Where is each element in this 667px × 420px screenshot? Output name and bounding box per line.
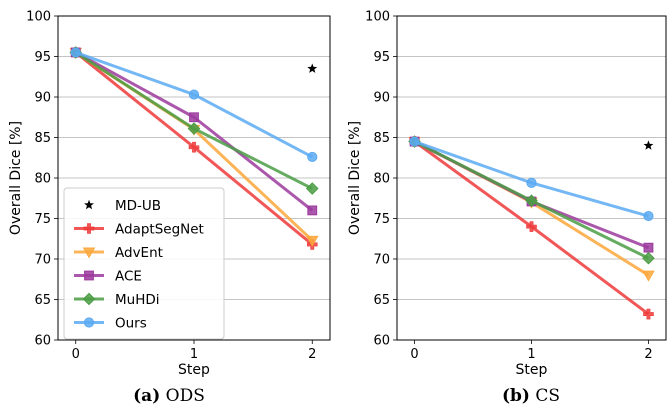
ods-point-ours-0 [70,47,81,58]
caption-cs-text: CS [535,386,561,406]
cs-point-muhdi-2 [642,251,655,265]
ods-legend-marker-md-ub [84,199,94,210]
cs-point-md-ub [643,140,654,150]
cs-y-tick-label-8: 100 [365,10,390,25]
ods-point-advent-2 [305,235,319,247]
chart-panel-cs: 60 65 70 75 80 85 90 95 100 0 1 2 Step Overall Dice [… [347,10,667,378]
caption-ods-tag: (a) [133,386,161,406]
ods-legend-label-ace: ACE [115,269,142,285]
cs-point-ours-1 [526,177,537,188]
caption-ods: (a) ODS [133,386,205,406]
cs-y-tick-label-1: 65 [373,293,390,308]
cs-point-ace-2 [643,242,654,253]
ods-y-tick-label-5: 85 [34,131,51,146]
chart-panel-ods: 60 65 70 75 80 85 90 95 100 0 1 2 Step Overall Dice [… [8,10,331,378]
ods-y-tick-label-7: 95 [34,50,51,65]
ods-y-axis-label: Overall Dice [%] [8,121,24,235]
cs-y-tick-label-4: 80 [373,172,390,187]
ods-x-tick-label-2: 2 [308,347,316,362]
ods-y-tick-label-1: 65 [34,293,51,308]
ods-legend-marker-adaptsegnet [83,223,95,234]
cs-point-advent-2 [642,270,655,282]
ods-legend-marker-muhdi [82,292,96,306]
ods-legend-entry-muhdi: MuHDi [74,292,160,308]
cs-axes-frame [396,15,667,341]
ods-point-muhdi-1 [187,122,201,135]
ods-legend-entry-adaptsegnet: AdaptSegNet [74,222,204,238]
ods-legend-entry-md-ub: MD-UB [84,198,161,214]
ods-legend-label-muhdi: MuHDi [115,292,160,308]
cs-y-tick-label-2: 70 [373,253,390,268]
ods-point-ace-2 [307,205,318,216]
ods-y-tick-label-8: 100 [26,10,51,25]
ods-legend-entry-ace: ACE [74,269,142,285]
cs-x-tick-label-2: 2 [644,347,652,362]
ods-legend-marker-ours [83,317,95,328]
ods-point-ace-1 [189,112,199,123]
ods-y-tick-label-3: 75 [34,212,51,227]
cs-point-adaptsegnet-2 [643,308,654,320]
cs-series-ours [409,136,654,222]
cs-x-axis-label: Step [516,362,548,378]
cs-point-ours-0 [409,136,420,147]
ods-point-ours-2 [307,151,318,163]
ods-point-adaptsegnet-1 [188,141,200,153]
ods-legend-entry-advent: AdvEnt [74,245,163,261]
ods-legend-label-md-ub: MD-UB [115,198,161,214]
cs-x-tick-label-1: 1 [527,347,535,362]
cs-point-adaptsegnet-1 [526,221,537,232]
cs-y-tick-label-5: 85 [373,131,390,146]
ods-legend-marker-advent [82,247,96,259]
cs-x-tick-label-0: 0 [410,347,418,362]
cs-series-muhdi [408,135,655,265]
ods-x-axis-label: Step [178,362,210,378]
cs-series-adaptsegnet [409,136,654,320]
ods-y-tick-label-0: 60 [34,334,51,349]
ods-point-md-ub [307,63,318,73]
caption-ods-text: ODS [165,386,205,406]
ods-point-ours-1 [188,89,200,100]
cs-point-ours-2 [643,210,654,222]
caption-cs: (b) CS [502,386,560,406]
cs-y-axis-label: Overall Dice [%] [347,121,363,235]
cs-point-muhdi-1 [525,194,538,207]
ods-y-tick-label-2: 70 [34,253,51,268]
ods-legend-label-advent: AdvEnt [115,245,163,261]
cs-y-tick-label-6: 90 [373,91,390,106]
ods-legend-label-ours: Ours [115,316,147,332]
ods-x-tick-label-1: 1 [190,347,198,362]
ods-series-ours [70,47,318,163]
ods-y-tick-label-4: 80 [34,172,51,187]
ods-point-muhdi-2 [305,182,319,195]
ods-axes-frame [57,15,331,341]
caption-cs-tag: (b) [501,386,530,406]
ods-line-ours [75,51,313,159]
ods-legend: MD-UB AdaptSegNet AdvEnt ACE MuHDi Ours [63,187,225,340]
ods-legend-marker-ace [84,270,94,281]
ods-legend-box [63,187,225,340]
ods-y-tick-label-6: 90 [34,91,51,106]
ods-legend-entry-ours: Ours [74,316,147,332]
ods-x-tick-label-0: 0 [72,347,80,362]
ods-legend-label-adaptsegnet: AdaptSegNet [115,222,204,238]
cs-y-tick-label-7: 95 [373,50,390,65]
cs-y-tick-label-3: 75 [373,212,390,227]
cs-y-tick-label-0: 60 [373,334,390,349]
